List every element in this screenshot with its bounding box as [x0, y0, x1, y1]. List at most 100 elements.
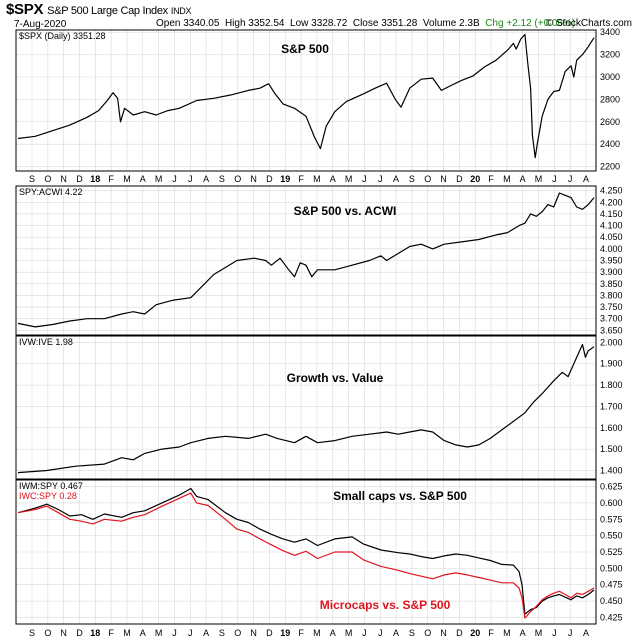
exchange: INDX: [170, 6, 192, 16]
index-name: S&P 500 Large Cap Index: [47, 5, 168, 17]
x-tick-label-bottom: A: [330, 628, 336, 638]
open-value: Open 3340.05: [156, 18, 220, 29]
x-tick-label-bottom: S: [219, 628, 225, 638]
x-tick-label-bottom: J: [552, 628, 557, 638]
y-tick-label: 0.575: [600, 514, 623, 524]
y-tick-label: 4.100: [600, 221, 623, 231]
panel-frame: [15, 479, 597, 625]
x-tick-label-bottom: O: [44, 628, 51, 638]
x-tick-label-bottom: J: [568, 628, 573, 638]
x-tick-label-top: F: [488, 174, 494, 184]
x-tick-label-top: N: [250, 174, 257, 184]
y-tick-label: 1.500: [600, 444, 623, 454]
y-tick-label: 3.850: [600, 279, 623, 289]
x-tick-label-top: J: [378, 174, 383, 184]
x-tick-label-top: M: [155, 174, 163, 184]
change-value: Chg +2.12 (+0.06%): [485, 18, 576, 29]
y-tick-label: 3.750: [600, 302, 623, 312]
x-tick-label-top: A: [583, 174, 589, 184]
ohlc-readout: Open 3340.05 High 3352.54 Low 3328.72 Cl…: [156, 18, 575, 29]
x-tick-label-top: S: [219, 174, 225, 184]
y-tick-label: 0.475: [600, 580, 623, 590]
y-tick-label: 3.900: [600, 267, 623, 277]
y-tick-label: 1.900: [600, 359, 623, 369]
x-tick-label-bottom: O: [234, 628, 241, 638]
x-tick-label-bottom: 20: [470, 628, 480, 638]
low-value: Low 3328.72: [290, 18, 348, 29]
panel-title: Growth vs. Value: [287, 371, 384, 385]
chart-date: 7-Aug-2020: [14, 19, 67, 30]
x-tick-label-bottom: A: [140, 628, 146, 638]
panel-title: S&P 500: [281, 42, 329, 56]
y-tick-label: 3200: [600, 50, 620, 60]
x-tick-label-top: A: [393, 174, 399, 184]
y-tick-label: 3.950: [600, 256, 623, 266]
x-tick-label-bottom: M: [535, 628, 543, 638]
x-tick-label-top: D: [456, 174, 463, 184]
y-tick-label: 3000: [600, 72, 620, 82]
series-line-spyacwi: [17, 192, 595, 328]
legend-entry: IWC:SPY 0.28: [19, 491, 77, 501]
y-tick-label: 4.150: [600, 209, 623, 219]
x-tick-label-bottom: J: [172, 628, 177, 638]
x-tick-label-bottom: M: [345, 628, 353, 638]
y-tick-label: 1.400: [600, 465, 623, 475]
symbol: $SPX: [6, 1, 44, 18]
x-tick-label-bottom: M: [313, 628, 321, 638]
x-tick-label-top: F: [108, 174, 114, 184]
x-tick-label-top: A: [520, 174, 526, 184]
x-tick-label-top: M: [123, 174, 131, 184]
high-value: High 3352.54: [224, 18, 285, 29]
y-tick-label: 1.700: [600, 401, 623, 411]
panel-frame: [15, 335, 597, 480]
x-tick-label-top: M: [345, 174, 353, 184]
x-tick-label-top: N: [60, 174, 67, 184]
panel-title: Small caps vs. S&P 500: [333, 489, 467, 503]
x-tick-label-top: J: [568, 174, 573, 184]
x-tick-label-bottom: O: [424, 628, 431, 638]
stockcharts-brand: © StockCharts.com: [545, 18, 632, 29]
x-tick-label-bottom: F: [488, 628, 494, 638]
y-tick-label: 4.250: [600, 186, 623, 196]
panel-title: S&P 500 vs. ACWI: [294, 204, 397, 218]
y-tick-label: 2.000: [600, 337, 623, 347]
series-line-iwmspy: [17, 487, 595, 615]
panel-annotation: Microcaps vs. S&P 500: [320, 598, 451, 612]
y-tick-label: 3.700: [600, 314, 623, 324]
x-tick-label-top: A: [330, 174, 336, 184]
y-tick-label: 0.450: [600, 596, 623, 606]
y-tick-label: 2600: [600, 117, 620, 127]
x-tick-label-top: N: [440, 174, 447, 184]
x-tick-label-bottom: A: [203, 628, 209, 638]
x-tick-label-bottom: J: [378, 628, 383, 638]
x-tick-label-bottom: F: [298, 628, 304, 638]
x-tick-label-top: 20: [470, 174, 480, 184]
x-tick-label-bottom: A: [583, 628, 589, 638]
volume-value: Volume 2.3B: [422, 18, 480, 29]
y-tick-label: 0.600: [600, 498, 623, 508]
chart-header-title: $SPX S&P 500 Large Cap Index INDX: [6, 1, 192, 18]
x-tick-label-bottom: 18: [90, 628, 100, 638]
x-tick-label-top: S: [29, 174, 35, 184]
x-tick-label-bottom: M: [155, 628, 163, 638]
y-tick-label: 3400: [600, 27, 620, 37]
x-tick-label-top: O: [424, 174, 431, 184]
x-tick-label-bottom: D: [456, 628, 463, 638]
x-tick-label-bottom: M: [123, 628, 131, 638]
y-tick-label: 4.000: [600, 244, 623, 254]
x-tick-label-top: J: [188, 174, 193, 184]
y-tick-label: 2800: [600, 94, 620, 104]
series-line-ivwive: [17, 343, 595, 474]
x-tick-label-top: D: [266, 174, 273, 184]
x-tick-label-top: A: [140, 174, 146, 184]
series-line-iwcspy: [17, 492, 595, 619]
x-tick-label-bottom: D: [266, 628, 273, 638]
y-tick-label: 4.200: [600, 197, 623, 207]
y-tick-label: 4.050: [600, 232, 623, 242]
x-tick-label-bottom: D: [76, 628, 83, 638]
x-tick-label-bottom: S: [29, 628, 35, 638]
y-tick-label: 1.800: [600, 380, 623, 390]
y-tick-label: 2400: [600, 139, 620, 149]
y-tick-label: 0.525: [600, 547, 623, 557]
